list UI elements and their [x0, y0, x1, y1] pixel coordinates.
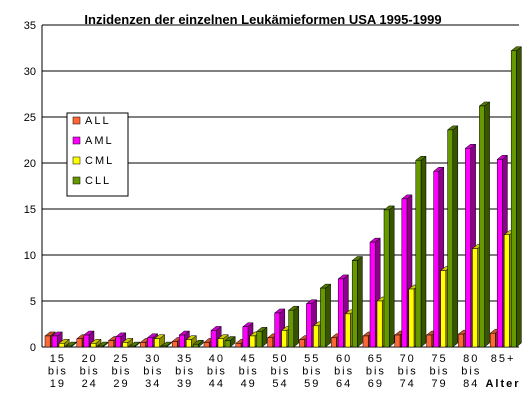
legend-label-cml: CML: [85, 155, 114, 167]
bar-cll: [97, 341, 109, 348]
bar-cml: [90, 338, 102, 348]
x-tick-label: 75: [431, 353, 447, 365]
y-tick-label: 15: [24, 204, 36, 216]
bar-cll: [192, 339, 205, 348]
y-tick-label: 30: [24, 66, 36, 78]
x-tick-label: 74: [400, 378, 416, 390]
x-tick-label: 64: [336, 378, 352, 390]
legend-swatch-cml: [72, 156, 81, 165]
bar-cll: [446, 125, 459, 348]
bar-cml: [153, 334, 166, 348]
x-axis-label: Alter: [485, 378, 520, 390]
bar-cml: [121, 337, 134, 348]
bar-cll: [224, 336, 236, 348]
bar-aml: [51, 331, 63, 348]
x-tick-label: bis: [239, 366, 259, 378]
x-tick-label: 45: [241, 353, 257, 365]
y-tick-label: 35: [24, 20, 36, 32]
x-tick-label: 19: [50, 378, 66, 390]
legend-label-aml: AML: [85, 135, 114, 147]
x-tick-label: 24: [82, 378, 98, 390]
y-tick-label: 5: [30, 296, 36, 308]
bar-cml: [58, 338, 70, 348]
y-tick-label: 25: [24, 112, 36, 124]
x-tick-label: 54: [272, 378, 288, 390]
x-tick-label: bis: [48, 366, 68, 378]
x-tick-label: 44: [209, 378, 225, 390]
x-tick-label: bis: [143, 366, 163, 378]
legend-swatch-cll: [72, 176, 81, 185]
y-tick-label: 20: [24, 158, 36, 170]
x-tick-label: bis: [398, 366, 418, 378]
bar-cll: [415, 155, 427, 348]
x-tick-label: bis: [270, 366, 290, 378]
x-tick-label: 39: [177, 378, 193, 390]
x-tick-label: 15: [50, 353, 66, 365]
legend-label-cll: CLL: [85, 175, 111, 187]
x-tick-label: bis: [461, 366, 481, 378]
x-tick-label: 25: [113, 353, 129, 365]
x-tick-label: bis: [175, 366, 195, 378]
x-tick-label: 59: [304, 378, 320, 390]
x-tick-label: bis: [334, 366, 354, 378]
x-tick-label: bis: [111, 366, 131, 378]
x-tick-label: 79: [431, 378, 447, 390]
bar-cll: [65, 341, 77, 348]
x-tick-label: 70: [400, 353, 416, 365]
y-tick-label: 10: [24, 250, 36, 262]
x-tick-label: 60: [336, 353, 352, 365]
bar-cll: [256, 326, 268, 348]
x-tick-label: 30: [145, 353, 161, 365]
x-tick-label: bis: [429, 366, 449, 378]
bar-cll: [351, 255, 364, 348]
bar-cll: [383, 205, 395, 348]
x-tick-label: 80: [463, 353, 479, 365]
x-tick-label: 69: [368, 378, 384, 390]
x-tick-label: bis: [80, 366, 100, 378]
x-tick-label: bis: [366, 366, 386, 378]
x-tick-label: 40: [209, 353, 225, 365]
chart-title: Inzidenzen der einzelnen Leukämieformen …: [84, 12, 441, 27]
x-tick-label: 55: [304, 353, 320, 365]
x-tick-label: bis: [302, 366, 322, 378]
bar-cll: [478, 101, 491, 348]
bar-cll: [510, 46, 523, 348]
bar-cll: [319, 283, 332, 348]
x-tick-label: 50: [272, 353, 288, 365]
legend-swatch-aml: [72, 136, 81, 145]
x-tick-label: 34: [145, 378, 161, 390]
x-tick-label: bis: [207, 366, 227, 378]
bar-cml: [185, 335, 198, 348]
axes: 0 5 10 15 20 25 30 35: [24, 20, 519, 354]
legend: ALL AML CML CLL: [66, 112, 129, 197]
x-tick-label: 29: [113, 378, 129, 390]
legend-swatch-all: [72, 116, 81, 125]
legend-label-all: ALL: [85, 115, 111, 127]
x-tick-label: 85+: [491, 353, 516, 365]
bar-cll: [287, 305, 300, 348]
x-tick-label: 20: [82, 353, 98, 365]
x-tick-label: 49: [241, 378, 257, 390]
bar-cll: [128, 341, 141, 348]
x-tick-label: 35: [177, 353, 193, 365]
y-tick-label: 0: [30, 342, 36, 354]
x-tick-labels: 15bis1920bis2425bis2930bis3435bis3940bis…: [48, 353, 516, 390]
x-tick-label: 65: [368, 353, 384, 365]
x-tick-label: 84: [463, 378, 479, 390]
bars: [44, 46, 523, 348]
bar-cll: [160, 341, 173, 348]
